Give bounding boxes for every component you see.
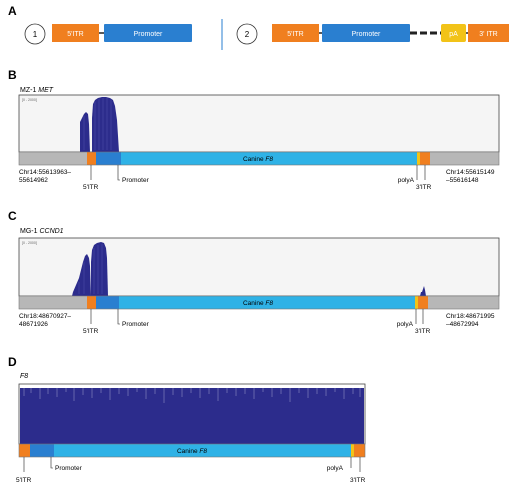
construct-1-number-circle <box>24 23 46 45</box>
construct-1-5itr-label: 5'ITR <box>67 31 84 38</box>
panel-d-promoter-label: Promoter <box>55 465 83 472</box>
construct-2-5itr-box <box>272 24 319 42</box>
construct-2-promoter-box <box>322 24 410 42</box>
panel-c-scale: [0 - 2000] <box>22 241 37 245</box>
construct-1-5itr-box <box>52 24 99 42</box>
construct-2-polya-label: pA <box>449 31 458 38</box>
panel-b-letter: B <box>8 68 17 82</box>
panel-b-right-locus-1: Chr14:55615149 <box>446 169 495 176</box>
panel-c-transgene-block <box>119 296 415 309</box>
panel-b-3itr-block <box>420 152 430 165</box>
panel-b-title: MZ-1 MET <box>20 87 54 94</box>
panel-b-transgene-label: Canine F8 <box>243 156 273 163</box>
panel-d-3itr-label: 3'ITR <box>350 477 366 484</box>
panel-d-letter: D <box>8 355 17 369</box>
panel-c-polya-label: polyA <box>397 321 414 328</box>
panel-d-polya-block <box>351 444 354 457</box>
panel-b-coverage-left <box>80 112 90 152</box>
panel-b-5itr-label: 5'ITR <box>83 184 99 191</box>
panel-c-promoter-block <box>96 296 119 309</box>
construct-2-number-circle <box>236 23 258 45</box>
construct-2: 2 5'ITR Promoter pA 3' ITR <box>236 23 509 45</box>
panel-c-polya-block <box>415 296 418 309</box>
construct-2-promoter-label: Promoter <box>352 31 381 38</box>
panel-b-promoter-label: Promoter <box>122 177 150 184</box>
panel-c-5itr-block <box>87 296 96 309</box>
panel-b-polya-label: polyA <box>398 177 415 184</box>
panel-d-5itr-label: 5'ITR <box>16 477 32 484</box>
panel-c-promoter-label: Promoter <box>122 321 150 328</box>
panel-b-polya-block <box>417 152 420 165</box>
panel-b-coverage-main <box>92 97 119 152</box>
panel-b-left-locus-1: Chr14:55613963– <box>19 169 71 176</box>
panel-c-coverage-3itr <box>420 286 426 296</box>
panel-b-coverage-texture <box>83 98 112 150</box>
panel-c-3itr-block <box>418 296 428 309</box>
panel-b-5itr-block <box>87 152 96 165</box>
panel-b-3itr-label: 3'ITR <box>416 184 432 191</box>
panel-c-coverage-main <box>91 242 108 296</box>
construct-2-3itr-label: 3' ITR <box>479 31 497 38</box>
panel-b-right-locus-2: –55616148 <box>446 177 479 184</box>
construct-2-number: 2 <box>245 30 250 39</box>
panel-b-map-bar: Canine F8 <box>18 151 500 166</box>
panel-d-transgene-label: Canine F8 <box>177 448 207 455</box>
panel-c-coverage-left <box>72 254 91 296</box>
panel-c-callout-lines <box>90 309 424 325</box>
panel-c-map-bar: Canine F8 <box>18 295 500 310</box>
panel-d-coverage-dips <box>23 388 361 403</box>
panel-c-left-locus-2: 48671926 <box>19 321 48 328</box>
panel-c-letter: C <box>8 209 17 223</box>
panel-d-title: F8 <box>20 373 28 380</box>
panel-d-promoter-block <box>30 444 54 457</box>
panel-b-promoter-block <box>96 152 121 165</box>
construct-2-3itr-box <box>468 24 509 42</box>
panel-c-3itr-label: 3'ITR <box>415 328 431 335</box>
panel-c-genomic-left <box>19 296 87 309</box>
panel-d-3itr-block <box>354 444 365 457</box>
panel-b-callout-lines <box>90 165 426 181</box>
panel-c-left-locus-1: Chr18:48670927– <box>19 313 71 320</box>
panel-b-genomic-right <box>430 152 499 165</box>
panel-c-right-locus-1: Chr18:48671995 <box>446 313 495 320</box>
panel-c-genomic-right <box>428 296 499 309</box>
panel-c-transgene-label: Canine F8 <box>243 300 273 307</box>
panel-d-callout-lines <box>23 457 361 472</box>
panel-d-transgene-block <box>54 444 351 457</box>
construct-2-polya-box <box>441 24 466 42</box>
panel-b-left-locus-2: 55614962 <box>19 177 48 184</box>
panel-d-polya-label: polyA <box>327 465 344 472</box>
construct-1-promoter-label: Promoter <box>134 31 163 38</box>
panel-b-scale: [0 - 2000] <box>22 98 37 102</box>
construct-1-number: 1 <box>33 30 38 39</box>
panel-c-5itr-label: 5'ITR <box>83 328 99 335</box>
construct-2-5itr-label: 5'ITR <box>287 31 304 38</box>
panel-b-transgene-block <box>121 152 417 165</box>
panel-a-letter: A <box>8 4 17 18</box>
panel-d-5itr-block <box>19 444 30 457</box>
panel-b-track-frame <box>18 94 500 153</box>
panel-c-right-locus-2: –48672994 <box>446 321 479 328</box>
panel-d-map-bar: Canine F8 <box>18 443 366 458</box>
panel-c-title: MG-1 CCND1 <box>20 228 64 235</box>
panel-b-genomic-left <box>19 152 87 165</box>
construct-1: 1 5'ITR Promoter <box>24 23 192 45</box>
panel-d-coverage <box>20 388 364 444</box>
construct-1-promoter-box <box>104 24 192 42</box>
panel-c-coverage-texture <box>78 244 103 294</box>
